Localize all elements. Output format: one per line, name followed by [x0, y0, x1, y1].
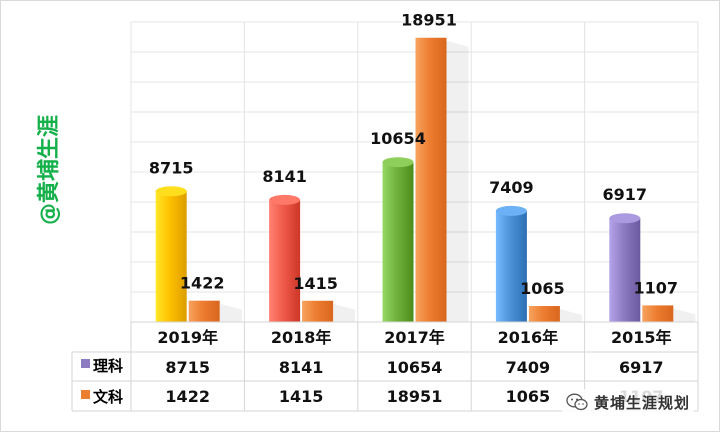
data-label-like: 10654 — [370, 129, 426, 148]
table-cell-like: 6917 — [619, 358, 664, 377]
table-cell-wenke: 1065 — [506, 387, 551, 406]
legend-label-wenke: 文科 — [93, 388, 124, 406]
bars — [155, 37, 696, 323]
table-cell-like: 10654 — [387, 358, 443, 377]
wechat-logo-icon — [566, 393, 588, 411]
x-tick-label: 2018年 — [271, 328, 332, 347]
data-label-wenke: 1107 — [634, 278, 679, 297]
legend-label-like: 理科 — [93, 357, 124, 375]
bar-like — [609, 213, 641, 322]
bar-wenke — [188, 300, 242, 322]
data-label-wenke: 1415 — [293, 274, 338, 293]
data-table: 2019年 8715 1422 2018年 8141 1415 2017年 10654 1895… — [71, 321, 699, 412]
table-cell-wenke: 1422 — [165, 387, 210, 406]
brand-name: 黄埔生涯规划 — [594, 393, 691, 412]
bar-like — [495, 205, 527, 322]
data-label-wenke: 18951 — [401, 11, 457, 30]
table-cell-like: 8141 — [279, 358, 324, 377]
data-label-like: 6917 — [603, 185, 648, 204]
bar-wenke — [302, 300, 356, 322]
x-tick-label: 2015年 — [611, 328, 672, 347]
table-cell-wenke: 18951 — [387, 387, 443, 406]
data-label-like: 8141 — [262, 167, 307, 186]
table-cell-wenke: 1415 — [279, 387, 324, 406]
x-tick-label: 2016年 — [498, 328, 559, 347]
data-label-wenke: 1065 — [520, 279, 565, 298]
legend-swatch-like — [81, 359, 90, 368]
bar-wenke — [642, 305, 696, 322]
gridlines — [130, 21, 699, 323]
data-label-like: 7409 — [489, 178, 534, 197]
data-label-wenke: 1422 — [180, 274, 225, 293]
table-cell-like: 8715 — [165, 358, 210, 377]
bar-like — [155, 186, 187, 322]
bar-wenke — [528, 306, 582, 322]
data-labels: 8715 1422 8141 1415 10654 18951 7409 1065 6917 11… — [149, 11, 678, 298]
brand-watermark: 黄埔生涯规划 — [562, 389, 695, 415]
legend-swatch-wenke — [81, 390, 90, 399]
bar-wenke — [415, 37, 469, 323]
x-tick-label: 2017年 — [384, 328, 445, 347]
data-label-like: 8715 — [149, 158, 194, 177]
table-cell-like: 7409 — [506, 358, 551, 377]
bar-like — [269, 194, 301, 322]
bar-like — [382, 157, 414, 322]
x-tick-label: 2019年 — [157, 328, 218, 347]
